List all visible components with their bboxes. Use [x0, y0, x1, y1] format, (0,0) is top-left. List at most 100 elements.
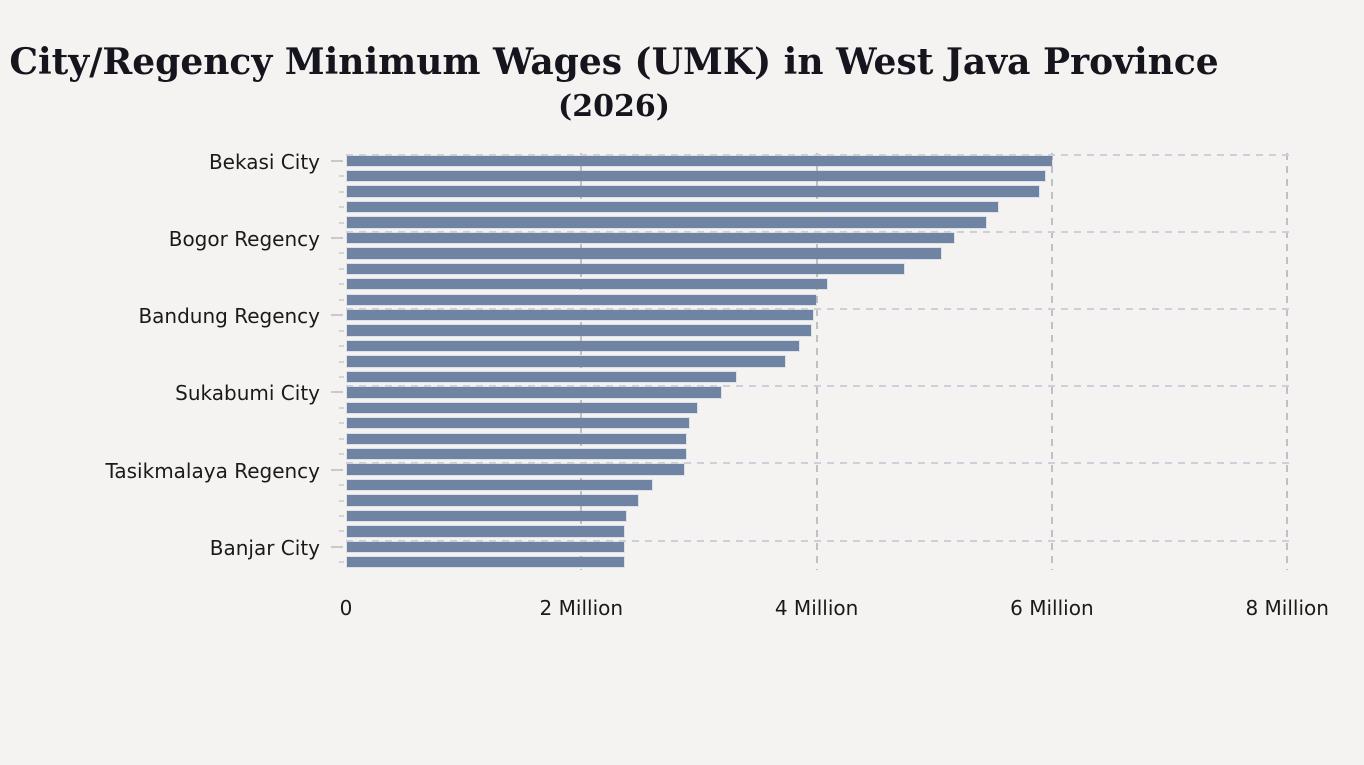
- y-axis-minor-tick: [339, 561, 344, 564]
- y-axis-tick-label: Bogor Regency: [168, 226, 320, 251]
- x-axis-tick-label: 4 Million: [774, 596, 859, 620]
- horizontal-gridline: [346, 307, 1292, 310]
- wage-bar: [346, 169, 1047, 183]
- bar-row: [346, 508, 1292, 523]
- wage-bar: [346, 556, 625, 569]
- wage-bar: [346, 293, 817, 306]
- bar-row: [346, 277, 1292, 292]
- x-axis-tick-label: 6 Million: [1010, 596, 1094, 620]
- x-axis-tick-label: 8 Million: [1245, 596, 1329, 620]
- y-axis-minor-tick: [339, 406, 344, 409]
- y-axis-minor-tick: [339, 375, 344, 378]
- wage-bar: [346, 417, 690, 430]
- bar-row: [346, 524, 1292, 539]
- vertical-gridline: [580, 153, 583, 570]
- wage-bar: [346, 401, 698, 414]
- chart-title-line1: City/Regency Minimum Wages (UMK) in West…: [9, 41, 1219, 83]
- bar-row: [346, 292, 1292, 307]
- horizontal-gridline: [346, 230, 1292, 233]
- y-axis-minor-tick: [339, 422, 344, 425]
- bar-row: [346, 400, 1292, 415]
- bar-row: [346, 215, 1292, 230]
- bar-row: [346, 354, 1292, 369]
- bar-row: [346, 338, 1292, 353]
- y-axis-minor-tick: [339, 530, 344, 533]
- wage-bar: [346, 478, 654, 492]
- y-axis-minor-tick: [339, 437, 344, 440]
- y-axis-major-tick: [331, 314, 343, 317]
- wage-bar: [346, 370, 737, 384]
- wage-bar: [346, 494, 639, 507]
- bar-row: [346, 261, 1292, 276]
- y-axis-minor-tick: [339, 499, 344, 502]
- bar-row: [346, 168, 1292, 183]
- vertical-gridline: [815, 153, 818, 570]
- wage-bar: [346, 324, 812, 337]
- bar-row: [346, 493, 1292, 508]
- wage-bar: [346, 355, 786, 368]
- horizontal-gridline: [346, 385, 1292, 388]
- bar-row: [346, 199, 1292, 214]
- wage-bar: [346, 463, 685, 476]
- vertical-gridline: [1050, 153, 1053, 570]
- bar-row: [346, 369, 1292, 384]
- wage-bar: [346, 247, 943, 260]
- y-axis-minor-tick: [339, 329, 344, 332]
- y-axis-major-tick: [331, 236, 343, 239]
- y-axis-major-tick: [331, 391, 343, 394]
- y-axis-minor-tick: [339, 221, 344, 224]
- y-axis-minor-tick: [339, 484, 344, 487]
- wage-bar: [346, 185, 1041, 198]
- y-axis-minor-tick: [339, 252, 344, 255]
- y-axis-minor-tick: [339, 206, 344, 209]
- bar-row: [346, 323, 1292, 338]
- y-axis-major-tick: [331, 468, 343, 471]
- wage-bar: [346, 447, 688, 461]
- y-axis-minor-tick: [339, 345, 344, 348]
- bar-row: [346, 246, 1292, 261]
- wage-bar: [346, 540, 625, 553]
- y-axis-tick-label: Bekasi City: [208, 149, 320, 174]
- x-axis-tick-label: 2 Million: [539, 596, 624, 620]
- wage-bar: [346, 386, 723, 399]
- y-axis-major-tick: [331, 159, 343, 162]
- wage-bar: [346, 339, 801, 353]
- wage-bar: [346, 262, 905, 275]
- y-axis-minor-tick: [339, 298, 344, 301]
- y-axis-minor-tick: [339, 175, 344, 178]
- y-axis-minor-tick: [339, 514, 344, 517]
- wage-bar: [346, 525, 625, 538]
- y-axis-tick-label: Banjar City: [209, 535, 320, 560]
- wage-bar: [346, 278, 829, 291]
- y-axis-minor-tick: [339, 453, 344, 456]
- wage-bar: [346, 231, 956, 245]
- y-axis-major-tick: [331, 545, 343, 548]
- wage-bar: [346, 216, 988, 229]
- y-axis-tick-label: Tasikmalaya Regency: [105, 458, 320, 483]
- y-axis-tick-label: Sukabumi City: [175, 381, 320, 406]
- bar-row: [346, 477, 1292, 492]
- y-axis-minor-tick: [339, 267, 344, 270]
- bar-row: [346, 555, 1292, 570]
- bar-row: [346, 431, 1292, 446]
- y-axis-minor-tick: [339, 190, 344, 193]
- bar-row: [346, 446, 1292, 461]
- chart-title: City/Regency Minimum Wages (UMK) in West…: [0, 40, 1228, 126]
- vertical-gridline: [1286, 153, 1289, 570]
- wage-bar: [346, 154, 1054, 167]
- horizontal-gridline: [346, 153, 1292, 156]
- wage-bar: [346, 200, 999, 214]
- y-axis-minor-tick: [339, 283, 344, 286]
- chart-title-line2: (2026): [558, 89, 670, 124]
- bar-row: [346, 184, 1292, 199]
- y-axis-minor-tick: [339, 360, 344, 363]
- horizontal-gridline: [346, 539, 1292, 542]
- wage-bar: [346, 509, 628, 523]
- horizontal-gridline: [346, 462, 1292, 465]
- bar-row: [346, 416, 1292, 431]
- x-axis-tick-label: 0: [339, 596, 353, 620]
- y-axis-tick-label: Bandung Regency: [138, 304, 320, 329]
- wage-bar: [346, 432, 688, 445]
- plot-area: [346, 153, 1292, 570]
